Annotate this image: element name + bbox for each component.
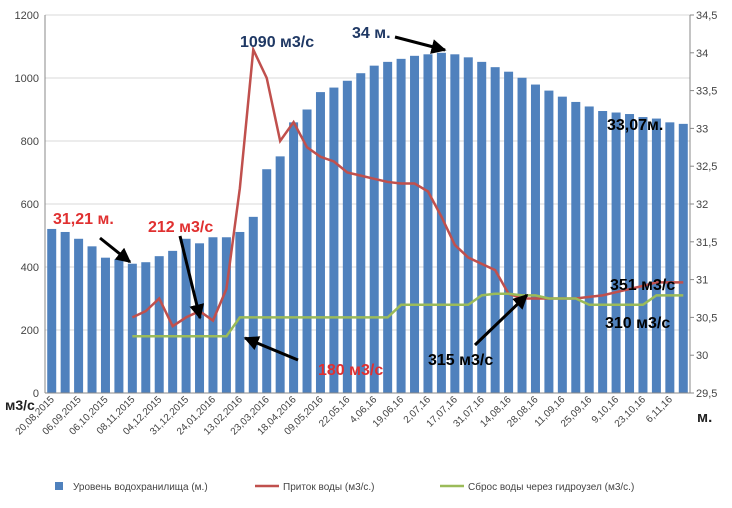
bar — [181, 238, 191, 393]
bar — [248, 216, 258, 393]
bar — [154, 256, 164, 393]
legend-label: Приток воды (м3/с.) — [283, 482, 375, 493]
y2-tick-label: 33,5 — [696, 86, 717, 98]
annotation: 351 м3/с — [610, 277, 675, 294]
bar — [584, 106, 594, 393]
bar — [342, 80, 352, 393]
annotation: 33,07м. — [607, 117, 663, 134]
bar — [517, 77, 527, 394]
y2-tick-label: 32 — [696, 199, 708, 211]
legend-label: Сброс воды через гидроузел (м3/с.) — [468, 481, 634, 493]
annotation: 31,21 м. — [53, 211, 114, 228]
y-axis-label: м3/с — [5, 397, 35, 413]
bar — [383, 61, 393, 393]
bar — [221, 237, 231, 393]
bar — [625, 114, 635, 393]
y2-tick-label: 34 — [696, 48, 708, 60]
bar — [611, 112, 621, 394]
bar — [141, 262, 151, 393]
annotation: 34 м. — [352, 25, 391, 42]
bar — [74, 238, 84, 393]
bar — [114, 259, 124, 393]
bar — [450, 54, 460, 393]
bar — [195, 243, 205, 393]
bar — [477, 61, 487, 393]
bar — [463, 57, 473, 393]
y2-tick-label: 30,5 — [696, 312, 717, 324]
bar — [302, 109, 312, 393]
bar — [651, 118, 661, 394]
bar — [356, 73, 366, 393]
bar — [168, 250, 178, 393]
y-tick-label: 0 — [33, 388, 39, 400]
line — [132, 292, 684, 338]
bar — [275, 156, 285, 393]
bar — [369, 65, 379, 393]
annotation: 180 м3/с — [318, 362, 383, 379]
bar — [208, 237, 218, 393]
bar — [544, 90, 554, 393]
y-tick-label: 1200 — [15, 10, 39, 22]
annotation: 310 м3/с — [605, 315, 670, 332]
annotation: 315 м3/с — [428, 352, 493, 369]
x-tick-label: 6,11,16 — [644, 394, 675, 425]
bar — [490, 67, 500, 393]
bar — [571, 101, 581, 393]
y2-tick-label: 31 — [696, 275, 708, 287]
y-tick-label: 200 — [21, 325, 39, 337]
y2-tick-label: 31,5 — [696, 237, 717, 249]
bar — [60, 231, 70, 393]
bar — [638, 117, 648, 393]
annotation: 212 м3/с — [148, 219, 213, 236]
bar — [289, 122, 299, 394]
y2-tick-label: 32,5 — [696, 161, 717, 173]
legend-swatch — [55, 482, 63, 490]
y-tick-label: 800 — [21, 136, 39, 148]
y-tick-label: 400 — [21, 262, 39, 274]
bar — [329, 87, 339, 394]
bar — [665, 122, 675, 394]
y2-axis-label: м. — [697, 409, 712, 426]
bar — [530, 84, 540, 393]
bar — [436, 52, 446, 394]
bar — [47, 228, 57, 393]
bar — [396, 58, 406, 394]
bar — [504, 71, 514, 393]
bar — [235, 231, 245, 393]
arrows — [99, 35, 529, 362]
bar — [410, 55, 420, 393]
bar — [423, 54, 433, 393]
y2-tick-label: 34,5 — [696, 10, 717, 22]
y2-tick-label: 33 — [696, 123, 708, 135]
bar — [598, 111, 608, 394]
bar — [100, 257, 110, 393]
line — [131, 45, 684, 329]
bar — [315, 92, 325, 393]
y2-tick-label: 29,5 — [696, 388, 717, 400]
annotation: 1090 м3/с — [240, 34, 314, 51]
bar — [557, 96, 567, 393]
bar — [262, 169, 272, 393]
y2-tick-label: 30 — [696, 350, 708, 362]
bar — [87, 246, 97, 393]
legend-label: Уровень водохранилища (м.) — [73, 482, 208, 493]
y-tick-label: 600 — [21, 199, 39, 211]
bar — [678, 123, 688, 393]
y-tick-label: 1000 — [15, 73, 39, 85]
bar — [127, 263, 137, 393]
